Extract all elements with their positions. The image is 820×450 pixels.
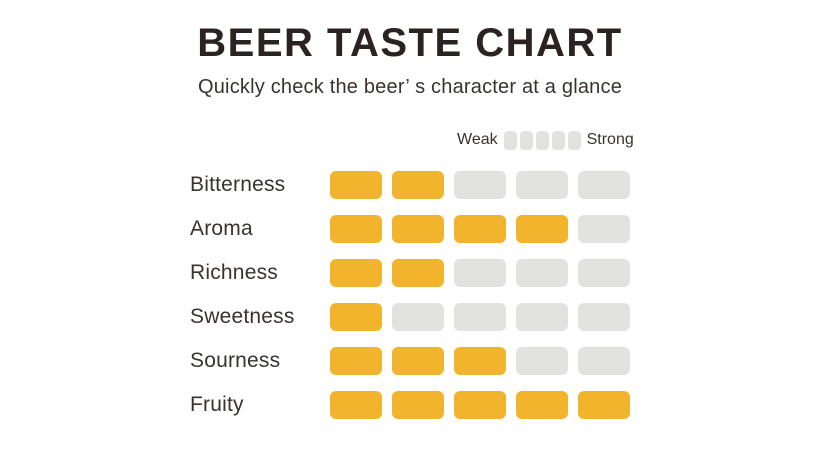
taste-row: Richness bbox=[190, 259, 630, 287]
row-label: Bitterness bbox=[190, 173, 286, 196]
row-label: Sourness bbox=[190, 349, 281, 372]
page-title: BEER TASTE CHART bbox=[197, 21, 623, 65]
level-block-empty bbox=[578, 303, 630, 331]
row-label: Sweetness bbox=[190, 305, 295, 328]
legend-block bbox=[503, 130, 517, 150]
legend-scale-blocks bbox=[503, 130, 581, 150]
level-block-empty bbox=[578, 171, 630, 199]
legend-weak-label: Weak bbox=[457, 131, 498, 148]
row-blocks bbox=[330, 215, 630, 243]
level-block-empty bbox=[454, 303, 506, 331]
level-block-empty bbox=[516, 171, 568, 199]
level-block-filled bbox=[578, 391, 630, 419]
legend-strong-label: Strong bbox=[586, 131, 634, 148]
taste-row: Aroma bbox=[190, 215, 630, 243]
row-label: Fruity bbox=[190, 393, 244, 416]
level-block-filled bbox=[392, 347, 444, 375]
row-blocks bbox=[330, 303, 630, 331]
level-block-empty bbox=[516, 347, 568, 375]
level-block-filled bbox=[330, 259, 382, 287]
taste-row: Bitterness bbox=[190, 171, 630, 199]
row-label: Richness bbox=[190, 261, 278, 284]
row-label: Aroma bbox=[190, 217, 253, 240]
level-block-filled bbox=[392, 391, 444, 419]
level-block-empty bbox=[578, 347, 630, 375]
level-block-filled bbox=[392, 259, 444, 287]
intensity-legend: Weak Strong bbox=[457, 128, 634, 152]
taste-row: Sourness bbox=[190, 347, 630, 375]
level-block-empty bbox=[578, 259, 630, 287]
level-block-filled bbox=[330, 215, 382, 243]
level-block-filled bbox=[392, 171, 444, 199]
taste-row: Fruity bbox=[190, 391, 630, 419]
level-block-filled bbox=[454, 215, 506, 243]
level-block-empty bbox=[516, 259, 568, 287]
level-block-filled bbox=[330, 171, 382, 199]
legend-block bbox=[567, 130, 581, 150]
level-block-filled bbox=[330, 347, 382, 375]
level-block-filled bbox=[454, 347, 506, 375]
level-block-filled bbox=[516, 215, 568, 243]
legend-block bbox=[535, 130, 549, 150]
level-block-empty bbox=[516, 303, 568, 331]
row-blocks bbox=[330, 259, 630, 287]
taste-rows: Bitterness Aroma Richness Sweetness Sourness… bbox=[190, 171, 630, 435]
level-block-empty bbox=[454, 259, 506, 287]
taste-row: Sweetness bbox=[190, 303, 630, 331]
level-block-empty bbox=[392, 303, 444, 331]
level-block-filled bbox=[330, 303, 382, 331]
row-blocks bbox=[330, 171, 630, 199]
level-block-filled bbox=[454, 391, 506, 419]
level-block-empty bbox=[578, 215, 630, 243]
level-block-filled bbox=[392, 215, 444, 243]
level-block-filled bbox=[330, 391, 382, 419]
legend-block bbox=[551, 130, 565, 150]
page-subtitle: Quickly check the beer’ s character at a… bbox=[197, 76, 623, 98]
level-block-filled bbox=[516, 391, 568, 419]
legend-block bbox=[519, 130, 533, 150]
row-blocks bbox=[330, 347, 630, 375]
level-block-empty bbox=[454, 171, 506, 199]
row-blocks bbox=[330, 391, 630, 419]
